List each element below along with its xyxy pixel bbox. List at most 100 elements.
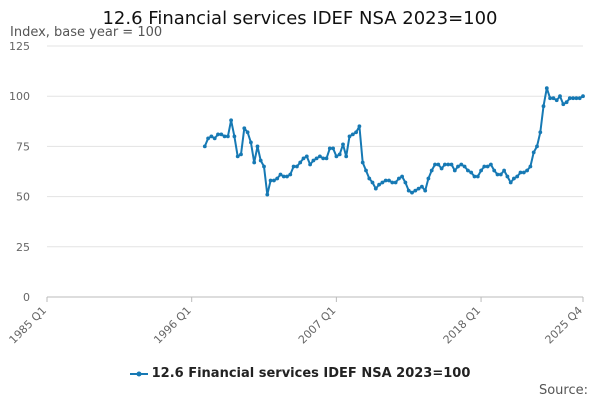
data-point[interactable]	[354, 130, 358, 135]
data-point[interactable]	[531, 150, 536, 155]
data-point[interactable]	[239, 152, 243, 157]
data-point[interactable]	[436, 162, 441, 167]
data-point[interactable]	[232, 134, 237, 139]
data-point[interactable]	[278, 172, 283, 177]
data-point[interactable]	[321, 156, 326, 161]
data-point[interactable]	[525, 168, 529, 173]
data-point[interactable]	[472, 174, 477, 179]
data-point[interactable]	[226, 134, 230, 139]
data-point[interactable]	[456, 164, 460, 169]
data-point[interactable]	[242, 126, 247, 131]
data-point[interactable]	[521, 170, 526, 175]
data-point[interactable]	[364, 168, 368, 173]
data-point[interactable]	[341, 142, 345, 147]
data-point[interactable]	[252, 160, 257, 165]
data-point[interactable]	[535, 144, 539, 149]
data-point[interactable]	[561, 102, 566, 107]
data-point[interactable]	[249, 140, 253, 145]
data-point[interactable]	[235, 154, 240, 159]
data-point[interactable]	[367, 176, 372, 181]
data-point[interactable]	[222, 134, 227, 139]
data-point[interactable]	[209, 134, 214, 139]
data-point[interactable]	[459, 162, 464, 167]
data-point[interactable]	[420, 184, 424, 189]
data-point[interactable]	[502, 168, 506, 173]
data-point[interactable]	[515, 174, 520, 179]
data-point[interactable]	[541, 104, 546, 109]
data-point[interactable]	[324, 156, 329, 161]
data-point[interactable]	[314, 156, 319, 161]
data-point[interactable]	[216, 132, 220, 137]
data-point[interactable]	[410, 190, 414, 195]
data-point[interactable]	[383, 178, 388, 183]
data-point[interactable]	[571, 96, 575, 101]
data-point[interactable]	[577, 96, 582, 101]
data-point[interactable]	[485, 164, 490, 169]
data-point[interactable]	[512, 176, 516, 181]
data-point[interactable]	[206, 136, 211, 141]
data-point[interactable]	[462, 164, 467, 169]
data-point[interactable]	[331, 146, 335, 151]
data-point[interactable]	[492, 168, 497, 173]
data-point[interactable]	[370, 180, 375, 185]
data-point[interactable]	[518, 170, 523, 175]
data-point[interactable]	[413, 188, 418, 193]
data-point[interactable]	[347, 134, 352, 139]
data-point[interactable]	[245, 130, 250, 135]
data-point[interactable]	[558, 94, 562, 99]
data-point[interactable]	[406, 188, 411, 193]
data-point[interactable]	[229, 118, 234, 123]
data-point[interactable]	[373, 186, 378, 191]
data-point[interactable]	[449, 162, 454, 167]
data-point[interactable]	[482, 164, 487, 169]
data-point[interactable]	[334, 154, 339, 159]
data-point[interactable]	[304, 154, 309, 159]
data-point[interactable]	[446, 162, 451, 167]
data-point[interactable]	[416, 186, 421, 191]
data-point[interactable]	[380, 180, 385, 185]
data-point[interactable]	[498, 172, 503, 177]
data-point[interactable]	[308, 162, 312, 167]
data-point[interactable]	[400, 174, 404, 179]
data-point[interactable]	[377, 182, 381, 187]
data-point[interactable]	[350, 132, 355, 137]
data-point[interactable]	[551, 96, 556, 101]
data-point[interactable]	[288, 172, 293, 177]
legend[interactable]: 12.6 Financial services IDEF NSA 2023=10…	[0, 366, 600, 381]
data-point[interactable]	[554, 98, 559, 103]
data-point[interactable]	[295, 164, 299, 169]
data-point[interactable]	[268, 178, 273, 183]
data-point[interactable]	[574, 96, 579, 101]
data-point[interactable]	[466, 168, 470, 173]
data-point[interactable]	[301, 156, 306, 161]
data-point[interactable]	[291, 164, 296, 169]
data-point[interactable]	[262, 164, 266, 169]
data-point[interactable]	[544, 86, 549, 91]
data-point[interactable]	[275, 176, 280, 181]
data-point[interactable]	[397, 176, 401, 181]
data-point[interactable]	[357, 124, 362, 129]
data-point[interactable]	[508, 180, 513, 185]
data-point[interactable]	[255, 144, 260, 149]
data-point[interactable]	[548, 96, 552, 101]
data-point[interactable]	[564, 100, 569, 105]
data-point[interactable]	[452, 168, 457, 173]
data-point[interactable]	[489, 162, 493, 167]
data-point[interactable]	[528, 164, 533, 169]
data-point[interactable]	[475, 174, 480, 179]
data-point[interactable]	[426, 176, 431, 181]
data-point[interactable]	[505, 174, 510, 179]
data-point[interactable]	[581, 94, 585, 99]
data-point[interactable]	[439, 166, 444, 171]
data-point[interactable]	[285, 174, 289, 179]
data-point[interactable]	[219, 132, 224, 137]
data-point[interactable]	[433, 162, 437, 167]
data-point[interactable]	[393, 180, 398, 185]
data-point[interactable]	[318, 154, 322, 159]
data-point[interactable]	[423, 188, 428, 193]
data-point[interactable]	[258, 158, 263, 163]
data-point[interactable]	[272, 178, 276, 183]
data-point[interactable]	[212, 136, 217, 141]
data-point[interactable]	[344, 154, 349, 159]
data-point[interactable]	[469, 170, 474, 175]
